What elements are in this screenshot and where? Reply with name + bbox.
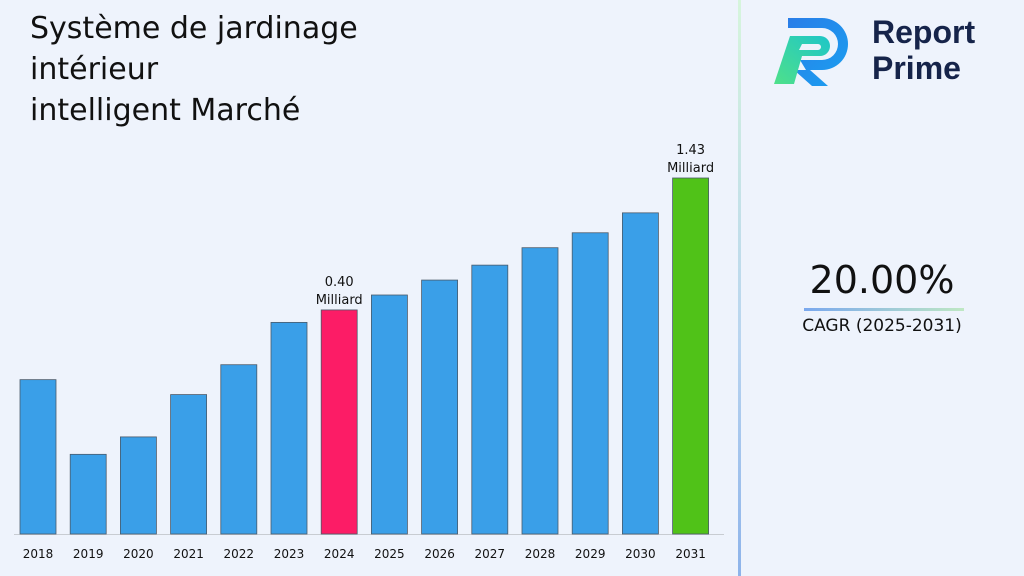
tick-label-2020: 2020 <box>123 547 154 561</box>
tick-label-2031: 2031 <box>675 547 706 561</box>
chart-title: Système de jardinage intérieur intellige… <box>30 8 358 131</box>
report-prime-logo <box>774 18 848 86</box>
bar-2019 <box>69 453 107 535</box>
x-tick-labels: 2018 2019 2020 2021 2022 2023 2024 2025 2026 2027… <box>23 547 706 561</box>
data-labels: 0.40 Milliard 1.43 Milliard <box>316 143 714 308</box>
bar-2022 <box>220 364 258 535</box>
data-label-unit-2031: Milliard <box>667 161 714 176</box>
data-label-unit-2024: Milliard <box>316 293 363 308</box>
tick-label-2024: 2024 <box>324 547 355 561</box>
brand-line-2: Prime <box>872 50 961 86</box>
bar-chart: 2018 2019 2020 2021 2022 2023 2024 2025 2026 2027… <box>14 143 724 561</box>
title-line-1: Système de jardinage <box>30 11 358 46</box>
tick-label-2025: 2025 <box>374 547 405 561</box>
bars-group <box>19 177 709 535</box>
tick-label-2028: 2028 <box>525 547 556 561</box>
brand-line-1: Report <box>872 14 976 50</box>
bar-2021 <box>170 394 208 535</box>
bar-2025 <box>370 294 408 535</box>
data-label-value-2031: 1.43 <box>676 143 705 158</box>
tick-label-2029: 2029 <box>575 547 606 561</box>
tick-label-2019: 2019 <box>73 547 104 561</box>
bar-2020 <box>120 436 157 535</box>
bar-2029 <box>571 232 609 535</box>
bar-2023 <box>270 321 308 535</box>
tick-label-2023: 2023 <box>274 547 305 561</box>
tick-label-2027: 2027 <box>475 547 506 561</box>
data-label-value-2024: 0.40 <box>325 275 354 290</box>
tick-label-2030: 2030 <box>625 547 656 561</box>
brand-name: Report Prime <box>872 14 975 86</box>
title-line-3: intelligent Marché <box>30 93 301 128</box>
logo-mark-icon <box>774 18 848 86</box>
bar-2030 <box>622 212 659 535</box>
panel-divider <box>738 0 741 576</box>
bar-2024 <box>320 309 358 535</box>
bar-2018 <box>19 379 57 535</box>
tick-label-2022: 2022 <box>224 547 255 561</box>
cagr-label: CAGR (2025-2031) <box>802 316 962 336</box>
bar-2028 <box>521 247 559 535</box>
title-line-2: intérieur <box>30 52 159 87</box>
cagr-value: 20.00% <box>809 258 955 302</box>
cagr-underline <box>804 308 964 311</box>
tick-label-2026: 2026 <box>424 547 455 561</box>
bar-2031 <box>672 177 709 535</box>
bar-2026 <box>421 279 459 535</box>
bar-2027 <box>471 264 509 535</box>
tick-label-2018: 2018 <box>23 547 54 561</box>
tick-label-2021: 2021 <box>173 547 204 561</box>
